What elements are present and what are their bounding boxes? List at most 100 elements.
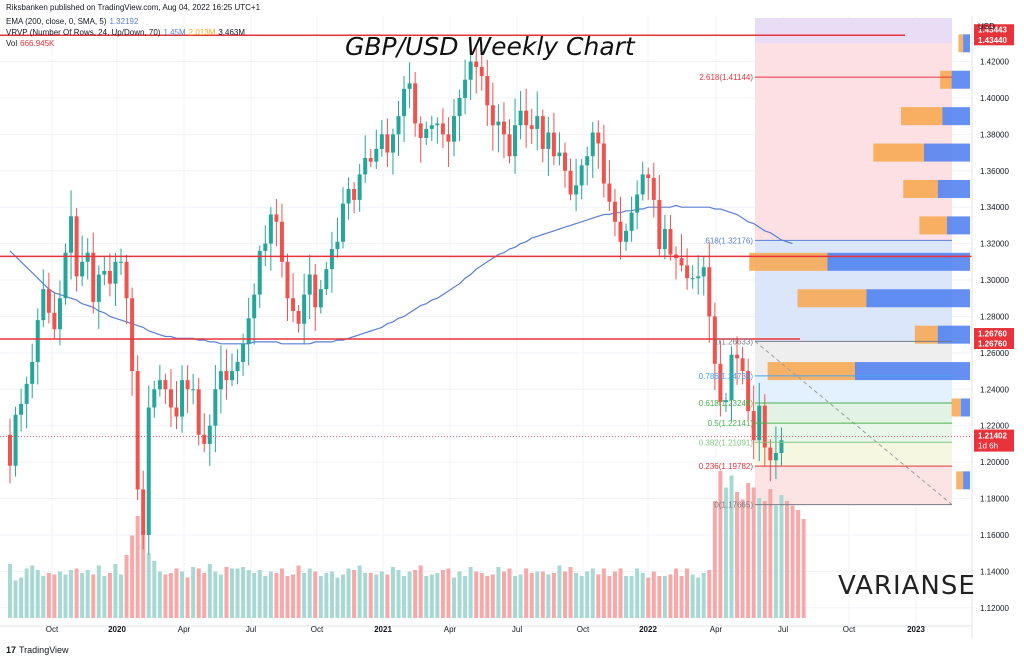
volume-bar-67	[379, 571, 384, 618]
candle-104	[585, 156, 590, 166]
candle-90	[507, 134, 512, 157]
volume-bar-0	[8, 564, 12, 618]
candle-19	[113, 261, 118, 284]
volume-bar-86	[485, 576, 490, 618]
volume-bar-139	[779, 495, 784, 618]
volume-bar-21	[124, 555, 129, 618]
volume-bar-58	[329, 571, 334, 618]
ema-legend: EMA (200, close, 0, SMA, 5) 1.32192	[6, 17, 141, 26]
candle-3	[24, 383, 29, 404]
candle-100	[563, 152, 567, 171]
candle-119	[668, 229, 673, 255]
candle-138	[773, 453, 778, 461]
volume-bar-140	[785, 501, 789, 618]
candles[interactable]	[8, 36, 784, 555]
fib-zone-purple	[755, 18, 952, 46]
candle-34	[196, 389, 201, 435]
candle-18	[107, 270, 112, 284]
volume-bar-97	[546, 574, 551, 618]
fib-zone-pink	[755, 466, 952, 505]
x-tick-label-10: Apr	[710, 625, 723, 634]
candle-7	[46, 289, 51, 313]
candle-64	[363, 158, 368, 175]
candle-137	[768, 447, 773, 461]
candle-30	[174, 407, 179, 417]
volume-bar-91	[513, 576, 518, 618]
volume-bar-66	[374, 574, 379, 618]
fib-zone-lightblue	[755, 375, 952, 403]
tradingview-logo-icon: 17	[6, 645, 17, 655]
candle-24	[141, 489, 146, 535]
candle-107	[601, 143, 606, 184]
vrvp-down: 2.013M	[188, 28, 216, 37]
candle-10	[63, 252, 68, 299]
volume-bar-15	[91, 574, 96, 618]
candle-105	[590, 132, 595, 157]
candle-25	[146, 407, 151, 535]
volume-bar-59	[335, 577, 340, 618]
volume-bar-57	[324, 573, 329, 618]
volume-bar-49	[279, 568, 284, 618]
volume-bar-52	[296, 565, 301, 618]
candle-112	[629, 212, 634, 231]
candle-73	[413, 83, 418, 124]
vp-down-8	[937, 325, 970, 344]
candle-21	[124, 261, 129, 299]
price-badge-label-1: 1.43440	[978, 36, 1007, 45]
candle-77	[435, 123, 440, 126]
candle-36	[207, 425, 212, 444]
x-tick-label-0: Oct	[46, 625, 59, 634]
y-tick-label-3: 1.36000	[980, 167, 1009, 176]
volume-bar-6	[41, 576, 46, 618]
volume-bar-134	[751, 487, 756, 618]
candle-41	[235, 361, 240, 372]
volume-bar-16	[96, 565, 101, 618]
y-tick-label-1: 1.40000	[980, 94, 1009, 103]
volume-bar-2	[19, 577, 24, 618]
candle-86	[485, 76, 490, 106]
candle-13	[80, 261, 85, 277]
candle-67	[379, 134, 384, 149]
horizontal-lines[interactable]	[0, 34, 972, 506]
fib-levels[interactable]: 2.618(1.41144) .618(1.32176) 1(1.26633) 0.7…	[699, 73, 952, 510]
candle-83	[468, 61, 473, 80]
fib-label-0.618: 0.618(1.23248)	[699, 399, 754, 408]
candle-40	[230, 371, 234, 381]
candle-118	[662, 229, 667, 250]
candle-136	[762, 405, 767, 448]
y-tick-label-15: 1.12000	[980, 604, 1009, 613]
fib-zone-green	[755, 402, 952, 424]
y-tick-label-14: 1.14000	[980, 567, 1009, 576]
volume-bar-68	[385, 574, 390, 618]
volume-bar-46	[263, 576, 268, 618]
candle-66	[374, 148, 379, 162]
x-tick-label-13: 2023	[907, 625, 925, 634]
vp-down-3	[924, 143, 970, 162]
vrvp-up: 1.45M	[163, 28, 186, 37]
candle-1	[13, 414, 18, 466]
vp-up-3	[873, 143, 924, 162]
volume-bar-126	[707, 570, 712, 618]
volume-bar-112	[629, 576, 634, 618]
candle-47	[268, 214, 273, 244]
volume-bar-125	[701, 573, 706, 618]
candle-132	[740, 358, 745, 372]
candle-46	[263, 243, 268, 251]
y-tick-label-8: 1.26000	[980, 349, 1009, 358]
volume-bar-92	[518, 574, 523, 618]
candle-115	[646, 174, 651, 179]
candle-43	[246, 318, 251, 344]
current-price-badge	[974, 429, 1014, 452]
candle-114	[640, 174, 645, 195]
volume-bar-75	[424, 576, 429, 618]
volume-bar-70	[396, 570, 401, 618]
brand-name: VARIANSE	[838, 571, 976, 601]
volume-bar-81	[457, 571, 462, 618]
candle-27	[157, 380, 162, 390]
candle-61	[346, 188, 351, 204]
candle-12	[74, 216, 79, 277]
volume-bar-107	[601, 568, 606, 618]
volume-bar-138	[773, 505, 778, 618]
tradingview-footer[interactable]: 17 TradingView	[6, 645, 69, 655]
